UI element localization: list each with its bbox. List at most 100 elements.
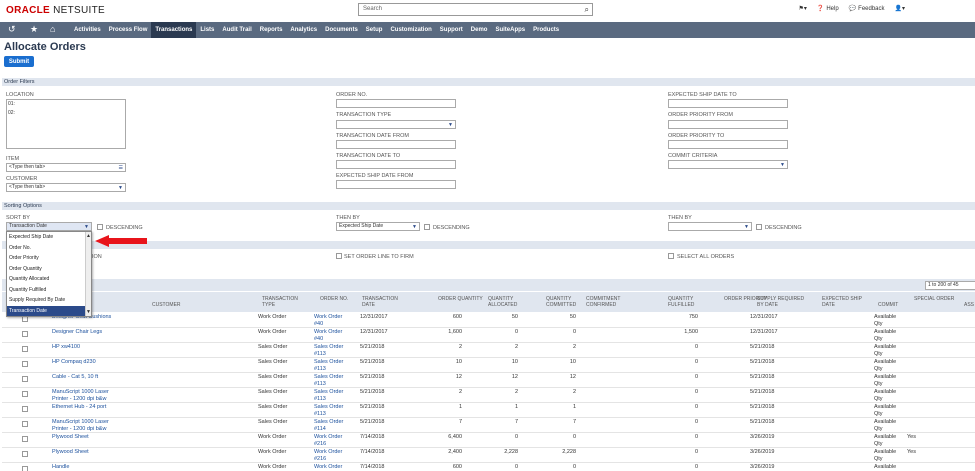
nav-item-documents[interactable]: Documents — [325, 27, 358, 33]
column-header[interactable]: EXPECTED SHIP DATE — [822, 296, 862, 308]
row-select-checkbox[interactable] — [22, 436, 28, 442]
row-select-checkbox[interactable] — [22, 451, 28, 457]
item-link[interactable]: Plywood Sheet — [52, 449, 89, 455]
item-link[interactable]: HP Compaq d230 — [52, 359, 96, 365]
item-link[interactable]: HP xw4100 — [52, 344, 81, 350]
priority-to-input[interactable] — [668, 140, 788, 149]
dropdown-option[interactable]: Quantity Fulfilled — [9, 286, 47, 293]
dropdown-scrollbar[interactable]: ▲ ▼ — [85, 232, 91, 316]
nav-item-products[interactable]: Products — [533, 27, 560, 33]
item-link[interactable]: Designer Seat Cushions — [52, 314, 112, 320]
column-header[interactable]: SPECIAL ORDER — [914, 296, 955, 302]
column-header[interactable]: ASS — [964, 302, 975, 308]
row-select-checkbox[interactable] — [22, 361, 28, 367]
item-link[interactable]: Ethernet Hub - 24 port — [52, 404, 107, 410]
then-by-descending-checkbox[interactable] — [424, 224, 430, 230]
submit-button[interactable]: Submit — [4, 56, 34, 67]
row-select-checkbox[interactable] — [22, 406, 28, 412]
order-filters-header[interactable]: Order Filters — [2, 78, 975, 86]
dropdown-option[interactable]: Supply Required By Date — [9, 297, 66, 303]
column-header[interactable]: TRANSACTION DATE — [362, 296, 398, 308]
order-link[interactable]: Sales Order #113 — [314, 344, 344, 357]
page-selector[interactable]: 1 to 200 of 45 — [925, 281, 975, 290]
transaction-type-select[interactable]: ▼ — [336, 120, 456, 129]
location-option[interactable]: 02: — [8, 110, 15, 116]
column-header[interactable]: ORDER QUANTITY — [438, 296, 483, 302]
item-link[interactable]: ManuScript 1000 Laser Printer - 1200 dpi… — [52, 389, 109, 402]
nav-item-process-flow[interactable]: Process Flow — [108, 27, 148, 33]
item-link[interactable]: Cable - Cat 5, 10 ft — [52, 374, 99, 380]
column-header[interactable]: QUANTITY ALLOCATED — [488, 296, 518, 308]
nav-item-transactions[interactable]: Transactions — [151, 22, 197, 38]
nav-item-demo[interactable]: Demo — [470, 27, 488, 33]
home-icon[interactable]: ⌂ — [50, 24, 56, 34]
star-icon[interactable]: ★ — [30, 24, 39, 34]
order-link[interactable]: Sales Order #113 — [314, 389, 344, 402]
chevron-down-icon[interactable]: ▼ — [118, 185, 123, 191]
nav-item-reports[interactable]: Reports — [259, 27, 283, 33]
item-link[interactable]: ManuScript 1000 Laser Printer - 1200 dpi… — [52, 419, 109, 432]
dropdown-option[interactable]: Order No. — [9, 244, 31, 251]
sort-by-dropdown-list[interactable]: ▲ ▼ Expected Ship Date Order No. Order Pri… — [6, 231, 92, 317]
order-link[interactable]: Work Order — [314, 464, 343, 470]
then-by2-descending-checkbox[interactable] — [756, 224, 762, 230]
order-link[interactable]: Work Order #40 — [314, 314, 343, 327]
set-order-line-firm-checkbox[interactable] — [336, 253, 342, 259]
column-header[interactable]: QUANTITY COMMITTED — [546, 296, 577, 308]
item-link[interactable]: Designer Chair Legs — [52, 329, 103, 335]
row-select-checkbox[interactable] — [22, 376, 28, 382]
scroll-down-icon[interactable]: ▼ — [86, 309, 91, 315]
column-header[interactable]: ORDER NO. — [320, 296, 349, 302]
nav-item-setup[interactable]: Setup — [365, 27, 383, 33]
recent-records-icon[interactable]: ⚑▾ — [798, 6, 807, 12]
nav-item-suiteapps[interactable]: SuiteApps — [495, 27, 526, 33]
item-link[interactable]: Handle — [52, 464, 70, 470]
column-header[interactable]: ORDER PRIORITY — [724, 296, 768, 302]
global-search-input[interactable]: Search ⌕ — [358, 3, 593, 16]
row-select-checkbox[interactable] — [22, 346, 28, 352]
dropdown-option[interactable]: Order Priority — [9, 255, 39, 261]
commit-criteria-select[interactable]: ▼ — [668, 160, 788, 169]
order-no-input[interactable] — [336, 99, 456, 108]
trans-date-to-input[interactable] — [336, 160, 456, 169]
scroll-up-icon[interactable]: ▲ — [86, 233, 91, 239]
options-header[interactable] — [2, 241, 975, 249]
dropdown-option[interactable]: Order Quantity — [9, 265, 42, 272]
nav-item-activities[interactable]: Activities — [74, 27, 101, 33]
sort-by-select[interactable]: Transaction Date ▼ — [6, 222, 92, 231]
order-link[interactable]: Work Order #40 — [314, 329, 343, 342]
exp-ship-from-input[interactable] — [336, 180, 456, 189]
exp-ship-to-input[interactable] — [668, 99, 788, 108]
order-link[interactable]: Work Order #216 — [314, 434, 343, 447]
row-select-checkbox[interactable] — [22, 331, 28, 337]
order-link[interactable]: Sales Order #113 — [314, 359, 344, 372]
order-link[interactable]: Sales Order #113 — [314, 404, 344, 417]
location-multiselect[interactable]: 01: 02: — [6, 99, 126, 149]
column-header[interactable]: QUANTITY FULFILLED — [668, 296, 695, 308]
nav-item-lists[interactable]: Lists — [200, 27, 215, 33]
column-header[interactable]: COMMITMENT CONFIRMED — [586, 296, 621, 308]
item-field[interactable]: <Type then tab> ☰ — [6, 163, 126, 172]
nav-item-audit-trail[interactable]: Audit Trail — [222, 27, 252, 33]
item-link[interactable]: Plywood Sheet — [52, 434, 89, 440]
column-header[interactable]: TRANSACTION TYPE — [262, 296, 298, 308]
dropdown-option[interactable]: Expected Ship Date — [9, 234, 54, 240]
dropdown-option[interactable]: Quantity Allocated — [9, 276, 50, 282]
customer-field[interactable]: <Type then tab> ▼ — [6, 183, 126, 192]
order-link[interactable]: Sales Order #114 — [314, 419, 344, 432]
row-select-checkbox[interactable] — [22, 466, 28, 471]
user-menu[interactable]: 👤▾ — [894, 6, 905, 12]
order-link[interactable]: Work Order #216 — [314, 449, 343, 462]
order-link[interactable]: Sales Order #113 — [314, 374, 344, 387]
priority-from-input[interactable] — [668, 120, 788, 129]
column-header[interactable]: SUPPLY REQUIRED BY DATE — [757, 296, 805, 308]
then-by2-select[interactable]: ▼ — [668, 222, 752, 231]
recent-icon[interactable]: ↺ — [8, 24, 16, 34]
feedback-link[interactable]: 💬 Feedback — [849, 5, 885, 13]
nav-item-support[interactable]: Support — [439, 27, 463, 33]
list-icon[interactable]: ☰ — [118, 165, 123, 171]
then-by-select[interactable]: Expected Ship Date ▼ — [336, 222, 420, 231]
nav-item-customization[interactable]: Customization — [390, 27, 432, 33]
sort-descending-checkbox[interactable] — [97, 224, 103, 230]
location-option[interactable]: 01: — [8, 101, 15, 107]
